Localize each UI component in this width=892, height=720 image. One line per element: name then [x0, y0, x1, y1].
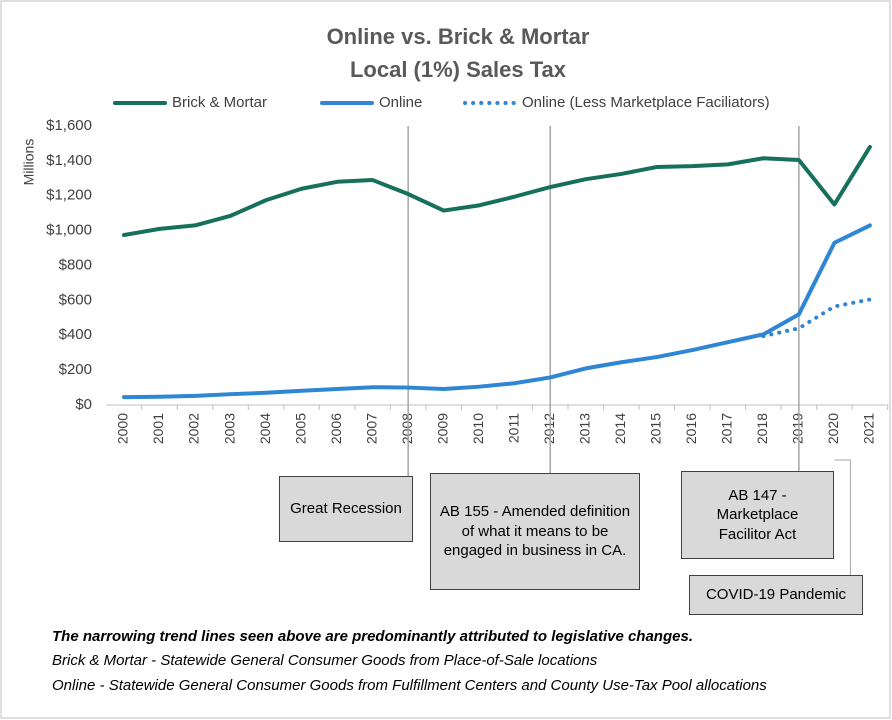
note: Brick & Mortar - Statewide General Consu…: [52, 652, 598, 669]
y-tick-label: $0: [75, 396, 92, 413]
x-tick-label: 2013: [576, 413, 592, 444]
y-tick-label: $1,000: [46, 222, 92, 239]
y-tick-label: $1,600: [46, 117, 92, 134]
x-tick-label: 2016: [683, 413, 699, 444]
y-axis-label: Millions: [21, 139, 37, 186]
x-tick-label: 2002: [186, 413, 202, 444]
x-tick-label: 2015: [648, 413, 664, 444]
x-tick-label: 2004: [257, 413, 273, 444]
x-tick-label: 2009: [434, 413, 450, 444]
series-line: [122, 144, 872, 237]
annotation: AB 147 - Marketplace Facilitor Act: [681, 471, 834, 559]
x-tick-label: 2010: [470, 413, 486, 444]
note: Online - Statewide General Consumer Good…: [52, 677, 767, 694]
x-tick-label: 2018: [754, 413, 770, 444]
x-tick-label: 2012: [541, 413, 557, 444]
legend-label: Online: [379, 94, 422, 111]
series-line: [761, 297, 872, 339]
x-tick-label: 2008: [399, 413, 415, 444]
note: The narrowing trend lines seen above are…: [52, 628, 693, 645]
y-tick-label: $800: [59, 256, 92, 273]
series-line: [122, 223, 872, 400]
x-tick-label: 2014: [612, 413, 628, 444]
x-tick-label: 2006: [328, 413, 344, 444]
y-tick-label: $600: [59, 291, 92, 308]
x-tick-label: 2011: [505, 413, 521, 443]
x-tick-label: 2021: [861, 413, 877, 444]
x-tick-label: 2020: [825, 413, 841, 444]
legend-label: Brick & Mortar: [172, 94, 267, 111]
x-tick-label: 2019: [790, 413, 806, 444]
x-tick-label: 2001: [150, 413, 166, 444]
x-tick-label: 2003: [221, 413, 237, 444]
y-tick-label: $200: [59, 361, 92, 378]
y-tick-label: $1,200: [46, 187, 92, 204]
x-tick-label: 2007: [363, 413, 379, 444]
y-tick-label: $1,400: [46, 152, 92, 169]
connector: [834, 459, 851, 575]
annotation: COVID-19 Pandemic: [689, 575, 863, 615]
x-tick-label: 2000: [115, 413, 131, 444]
legend-label: Online (Less Marketplace Faciliators): [522, 94, 770, 111]
x-tick-label: 2005: [292, 413, 308, 444]
annotation: Great Recession: [279, 476, 413, 542]
x-tick-label: 2017: [719, 413, 735, 444]
y-tick-label: $400: [59, 326, 92, 343]
chart-title: Online vs. Brick & Mortar: [327, 24, 590, 49]
annotation: AB 155 - Amended definition of what it m…: [430, 473, 640, 590]
chart-subtitle: Local (1%) Sales Tax: [350, 57, 567, 82]
